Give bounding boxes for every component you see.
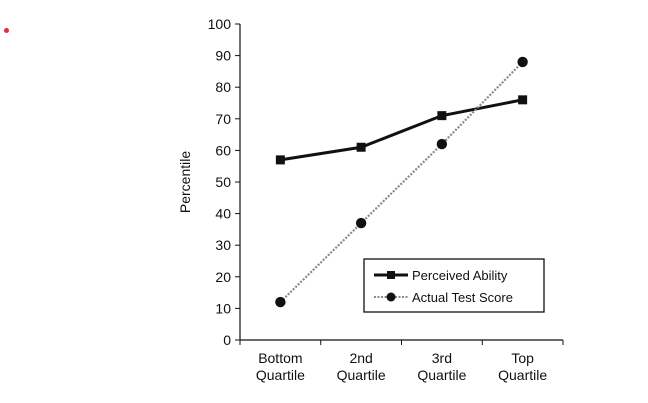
y-tick-label: 60 — [215, 142, 231, 158]
legend-label: Actual Test Score — [412, 290, 513, 305]
y-axis-label: Percentile — [177, 151, 193, 213]
data-point-circle — [436, 138, 448, 150]
series-perceived-ability — [275, 95, 528, 165]
data-point-square — [437, 111, 447, 121]
x-category-label: 2nd Quartile — [337, 350, 386, 383]
y-axis-ticks: 0 10 20 30 40 50 60 70 80 90 100 — [208, 16, 240, 348]
data-point-square — [518, 95, 528, 105]
legend-marker-square — [387, 271, 395, 279]
series-layer — [275, 56, 528, 308]
series-line — [279, 61, 524, 303]
data-point-circle — [355, 217, 367, 229]
x-category-label: Bottom Quartile — [256, 350, 305, 383]
y-tick-label: 50 — [215, 174, 231, 190]
y-tick-label: 0 — [223, 332, 231, 348]
stray-red-dot — [4, 28, 9, 33]
data-point-square — [356, 142, 366, 152]
y-tick-label: 100 — [208, 16, 232, 32]
data-point-circle — [275, 296, 286, 308]
legend: Perceived Ability Actual Test Score — [363, 258, 545, 313]
y-tick-label: 90 — [215, 48, 231, 64]
x-category-label: 3rd Quartile — [417, 350, 466, 383]
y-tick-label: 70 — [215, 111, 231, 127]
x-axis-ticks: Bottom Quartile 2nd Quartile 3rd Quartile Top Q… — [239, 340, 564, 383]
legend-label: Perceived Ability — [412, 268, 508, 283]
data-point-circle — [517, 56, 528, 68]
y-tick-label: 30 — [215, 237, 231, 253]
y-tick-label: 80 — [215, 79, 231, 95]
y-tick-label: 10 — [215, 300, 231, 316]
legend-marker-circle — [386, 292, 396, 302]
y-tick-label: 40 — [215, 206, 231, 222]
data-point-square — [275, 155, 285, 165]
series-actual-test-score — [275, 56, 528, 308]
y-tick-label: 20 — [215, 269, 231, 285]
series-line — [280, 98, 523, 162]
legend-box — [363, 258, 545, 313]
x-category-label: Top Quartile — [498, 350, 547, 383]
